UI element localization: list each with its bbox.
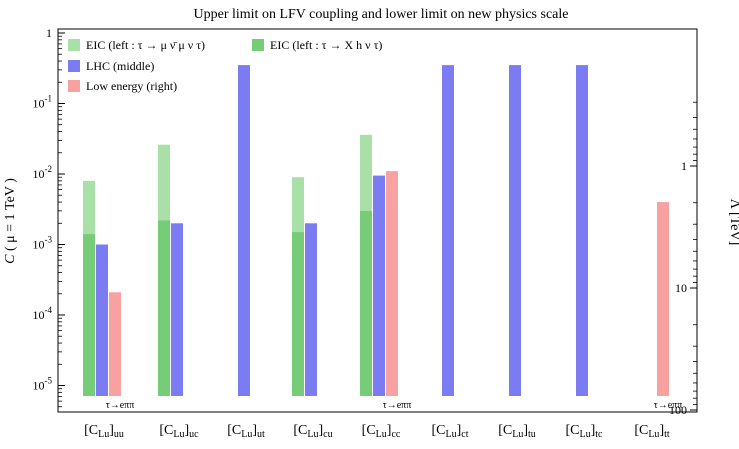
- y-tick-label: 10-1: [33, 94, 53, 111]
- y-axis-label-right: Λ [TeV]: [727, 199, 739, 246]
- right-tick-label: 10: [675, 281, 687, 295]
- legend-swatch: [252, 39, 264, 51]
- x-category-label: [CLu]tc: [566, 423, 604, 440]
- annotation-tau-decay: τ→eππ: [383, 400, 412, 411]
- y-tick-label: 1: [46, 26, 52, 40]
- y-tick-label: 10-5: [33, 376, 53, 393]
- x-category-label: [CLu]uc: [159, 423, 199, 440]
- annotation-tau-decay: τ→eππ: [654, 400, 683, 411]
- legend-entry: EIC (left : τ → μ ν̄ μ ν τ): [86, 38, 205, 52]
- bar-low-energy-c_lu_tt: [657, 202, 669, 396]
- legend-entry: LHC (middle): [86, 59, 154, 73]
- legend-entry: EIC (left : τ → X h ν τ): [270, 38, 382, 52]
- right-tick-label: 1: [681, 159, 687, 173]
- x-category-label: [CLu]ct: [432, 423, 469, 440]
- y-tick-label: 10-4: [33, 305, 53, 322]
- x-category-label: [CLu]tu: [498, 423, 536, 440]
- bar-eic-xh-c_lu_uu: [83, 234, 95, 396]
- x-category-label: [CLu]cu: [293, 423, 332, 440]
- bar-lhc-c_lu_ut: [238, 65, 250, 396]
- legend: EIC (left : τ → μ ν̄ μ ν τ) LHC (middle) L…: [68, 38, 382, 93]
- legend-entry: Low energy (right): [86, 79, 177, 93]
- y-axis-label-left: C ( μ = 1 TeV ): [3, 178, 18, 264]
- bar-low-energy-c_lu_uu: [109, 292, 121, 396]
- bar-lhc-c_lu_uc: [171, 223, 183, 396]
- bar-low-energy-c_lu_cc: [386, 171, 398, 396]
- bar-eic-xh-c_lu_uc: [158, 220, 170, 396]
- bar-lhc-c_lu_uu: [96, 244, 108, 396]
- bar-lhc-c_lu_cc: [373, 175, 385, 396]
- x-category-label: [CLu]ut: [227, 423, 265, 440]
- chart-title: Upper limit on LFV coupling and lower li…: [194, 7, 569, 22]
- bar-eic-xh-c_lu_cu: [292, 232, 304, 396]
- bar-lhc-c_lu_tc: [576, 65, 588, 396]
- bar-lhc-c_lu_tu: [509, 65, 521, 396]
- legend-swatch: [68, 80, 80, 92]
- bar-eic-xh-c_lu_cc: [360, 210, 372, 396]
- right-tick-label: 100: [669, 403, 687, 417]
- annotation-tau-decay: τ→eππ: [106, 400, 135, 411]
- x-category-label: [CLu]tt: [634, 423, 670, 440]
- bar-lhc-c_lu_cu: [305, 223, 317, 396]
- x-category-label: [CLu]uu: [84, 423, 124, 440]
- legend-swatch: [68, 60, 80, 72]
- y-tick-label: 10-3: [33, 235, 53, 252]
- bar-lhc-c_lu_ct: [442, 65, 454, 396]
- plot-frame: [57, 28, 698, 413]
- bars-layer: τ→eππ τ→eππ τ→eππ: [83, 65, 682, 411]
- legend-swatch: [68, 39, 80, 51]
- y-tick-label: 10-2: [33, 164, 53, 181]
- x-category-label: [CLu]cc: [362, 423, 401, 440]
